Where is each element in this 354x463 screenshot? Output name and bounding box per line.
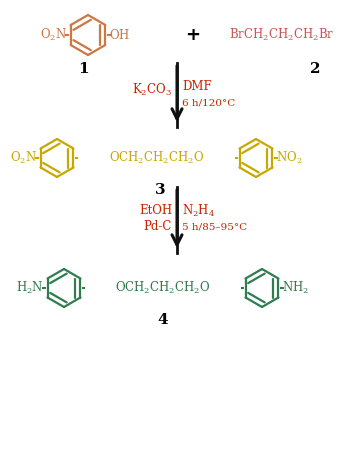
Text: $\mathregular{K_2CO_3}$: $\mathregular{K_2CO_3}$ (132, 82, 172, 98)
Text: $\mathregular{OCH_2CH_2CH_2O}$: $\mathregular{OCH_2CH_2CH_2O}$ (109, 150, 204, 166)
Text: +: + (185, 26, 200, 44)
Text: $\mathregular{OCH_2CH_2CH_2O}$: $\mathregular{OCH_2CH_2CH_2O}$ (115, 280, 211, 296)
Text: $\mathregular{N_2H_4}$: $\mathregular{N_2H_4}$ (182, 203, 215, 219)
Text: $\mathregular{NO_2}$: $\mathregular{NO_2}$ (276, 150, 302, 166)
Text: 2: 2 (310, 62, 320, 76)
Text: 3: 3 (155, 183, 165, 197)
Text: $\mathregular{O_2N}$: $\mathregular{O_2N}$ (10, 150, 37, 166)
Text: $\mathregular{BrCH_2CH_2CH_2Br}$: $\mathregular{BrCH_2CH_2CH_2Br}$ (229, 27, 335, 43)
Text: $\mathregular{H_2N}$: $\mathregular{H_2N}$ (16, 280, 44, 296)
Text: 4: 4 (158, 313, 168, 327)
Text: $\mathregular{O_2N}$: $\mathregular{O_2N}$ (40, 27, 67, 43)
Text: EtOH: EtOH (139, 205, 172, 218)
Text: $\mathregular{OH}$: $\mathregular{OH}$ (109, 28, 130, 42)
Text: 5 h/85–95°C: 5 h/85–95°C (182, 223, 247, 232)
Text: Pd-C: Pd-C (144, 220, 172, 233)
Text: 1: 1 (78, 62, 88, 76)
Text: DMF: DMF (182, 81, 212, 94)
Text: 6 h/120°C: 6 h/120°C (182, 99, 235, 107)
Text: $\mathregular{NH_2}$: $\mathregular{NH_2}$ (282, 280, 309, 296)
